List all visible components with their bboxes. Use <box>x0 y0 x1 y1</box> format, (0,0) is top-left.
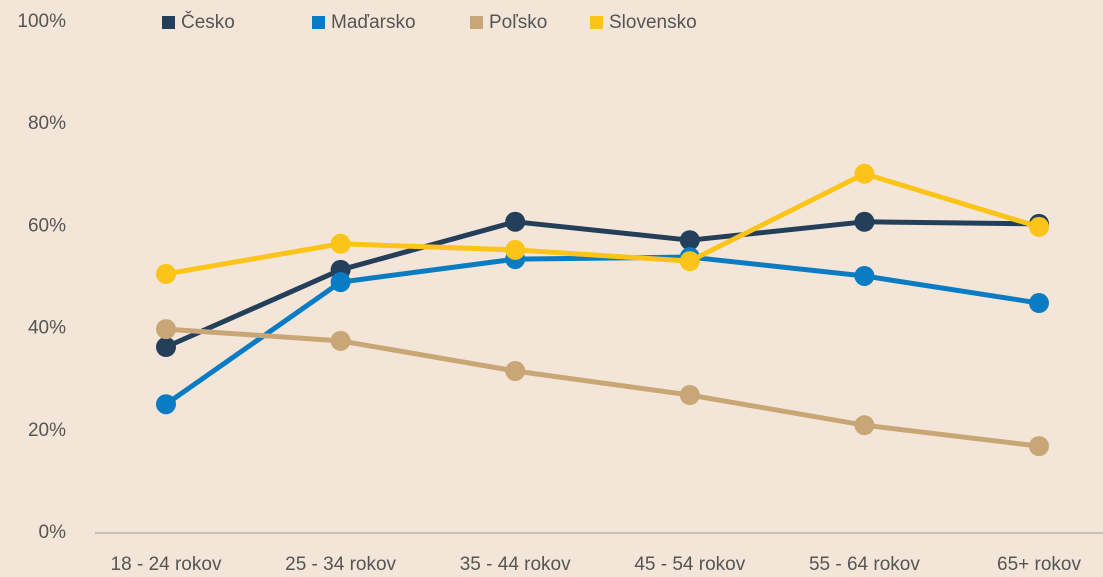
series-line <box>165 326 1040 449</box>
legend-swatch <box>312 16 325 29</box>
point <box>156 394 176 415</box>
point <box>330 330 351 351</box>
point <box>505 361 526 382</box>
legend-label: Poľsko <box>489 12 547 33</box>
x-tick-label: 45 - 54 rokov <box>634 554 745 575</box>
legend-label: Česko <box>181 11 235 33</box>
point <box>854 265 875 286</box>
x-tick-label: 25 - 34 rokov <box>285 554 396 575</box>
y-tick-label: 60% <box>28 215 66 236</box>
y-tick-label: 100% <box>17 11 66 32</box>
point <box>156 336 176 357</box>
series-line <box>165 171 1040 277</box>
point <box>679 230 700 251</box>
legend-swatch <box>162 16 175 29</box>
point <box>156 319 176 340</box>
point <box>679 251 700 272</box>
x-tick-label: 35 - 44 rokov <box>460 554 571 575</box>
point <box>1029 216 1049 237</box>
point <box>156 263 176 284</box>
y-tick-label: 40% <box>28 318 66 339</box>
point <box>505 211 526 232</box>
point <box>854 415 875 436</box>
y-tick-label: 20% <box>28 420 66 441</box>
series-line <box>164 254 1040 407</box>
point <box>1029 293 1049 314</box>
legend-swatch <box>470 16 483 29</box>
y-tick-label: 80% <box>28 113 66 134</box>
x-tick-label: 18 - 24 rokov <box>111 554 222 575</box>
series-line <box>164 219 1040 350</box>
point <box>505 239 526 260</box>
point <box>854 163 875 184</box>
point <box>1029 436 1049 457</box>
y-tick-label: 0% <box>39 522 67 543</box>
x-tick-label: 65+ rokov <box>997 554 1081 575</box>
point <box>854 211 875 232</box>
legend-label: Maďarsko <box>331 12 416 33</box>
legend-label: Slovensko <box>609 12 697 33</box>
x-tick-label: 55 - 64 rokov <box>809 554 920 575</box>
point <box>330 233 351 254</box>
legend-swatch <box>590 16 603 29</box>
point <box>679 385 700 406</box>
point <box>330 272 351 293</box>
